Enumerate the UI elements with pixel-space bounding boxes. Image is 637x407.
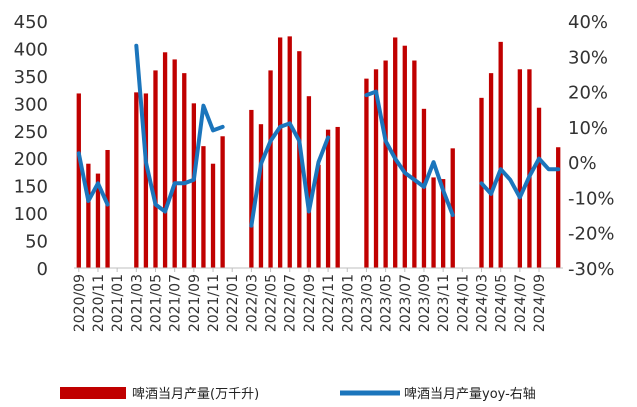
x-axis-tick-label: 2021/03 — [129, 274, 145, 332]
bar — [488, 73, 494, 268]
x-axis-tick-label: 2023/11 — [436, 274, 452, 332]
x-axis-tick-label: 2021/11 — [206, 274, 222, 332]
bar — [201, 146, 206, 268]
x-axis-tick-label: 2023/07 — [398, 274, 414, 332]
bar — [105, 149, 110, 268]
x-axis-tick-label: 2024/09 — [532, 274, 548, 332]
bar — [556, 147, 561, 268]
x-axis-tick-label: 2021/09 — [187, 274, 203, 332]
bar — [412, 60, 417, 268]
left-axis-tick-label: 250 — [14, 122, 48, 143]
bar — [440, 179, 446, 268]
bar — [162, 52, 168, 268]
x-axis-tick-label: 2023/01 — [340, 274, 356, 332]
bar — [249, 109, 254, 268]
x-axis-tick-label: 2021/05 — [149, 274, 165, 332]
left-axis-tick-label: 400 — [14, 39, 48, 60]
x-axis-tick-label: 2024/05 — [494, 274, 510, 332]
x-axis-tick-label: 2024/01 — [455, 274, 471, 332]
left-axis-tick-label: 100 — [14, 204, 48, 225]
yoy-line — [76, 151, 110, 207]
bar — [536, 107, 542, 268]
bar — [134, 92, 139, 268]
legend-bar-swatch — [60, 387, 126, 399]
bar — [450, 148, 455, 268]
right-axis-tick-label: 40% — [568, 12, 608, 33]
bar — [527, 69, 532, 268]
legend-bar-label: 啤酒当月产量(万千升) — [132, 387, 259, 402]
line-layer — [76, 43, 561, 228]
bar — [498, 41, 503, 268]
bar — [153, 70, 158, 269]
bar — [373, 69, 379, 268]
bar — [172, 59, 177, 268]
x-axis-tick-label: 2022/09 — [302, 274, 318, 332]
bar — [210, 163, 216, 268]
right-axis-tick-label: -30% — [568, 259, 615, 280]
right-axis-tick-label: 20% — [568, 83, 608, 104]
right-axis-tick-label: -10% — [568, 188, 615, 209]
yoy-line — [134, 43, 225, 214]
bar — [182, 73, 187, 268]
yoy-line — [249, 121, 331, 228]
x-axis-tick-label: 2022/11 — [321, 274, 337, 332]
left-axis-tick-label: 200 — [14, 149, 48, 170]
x-axis-tick-label: 2020/11 — [91, 274, 107, 332]
bar — [517, 69, 523, 268]
bar — [364, 78, 369, 268]
bar — [76, 93, 81, 268]
bar — [393, 37, 398, 268]
right-axis-tick-label: 10% — [568, 118, 608, 139]
legend-line-label: 啤酒当月产量yoy-右轴 — [404, 387, 536, 402]
x-axis-tick-label: 2022/01 — [225, 274, 241, 332]
bar — [402, 45, 407, 269]
bar — [258, 124, 264, 268]
x-axis-tick-label: 2023/03 — [359, 274, 375, 332]
x-axis-tick-label: 2024/03 — [475, 274, 491, 332]
bar — [268, 70, 273, 269]
yoy-line — [479, 156, 561, 200]
bar — [325, 129, 331, 268]
bar — [277, 37, 283, 268]
bar — [95, 173, 101, 268]
bars-layer — [76, 36, 561, 269]
bar — [191, 103, 197, 268]
left-axis-tick-label: 350 — [14, 67, 48, 88]
legend: 啤酒当月产量(万千升) 啤酒当月产量yoy-右轴 — [60, 387, 536, 402]
bar — [220, 136, 225, 268]
bar — [383, 60, 388, 268]
left-axis-tick-label: 0 — [37, 259, 48, 280]
right-axis-tick-label: 0% — [568, 153, 597, 174]
x-axis-tick-label: 2022/07 — [283, 274, 299, 332]
bar — [287, 36, 292, 269]
left-axis-tick-label: 50 — [25, 232, 48, 253]
right-axis-tick-label: -20% — [568, 224, 615, 245]
left-axis-tick-label: 450 — [14, 12, 48, 33]
x-axis-tick-label: 2022/03 — [244, 274, 260, 332]
x-axis-tick-label: 2022/05 — [264, 274, 280, 332]
x-axis-tick-label: 2021/07 — [168, 274, 184, 332]
bar — [316, 164, 321, 268]
x-axis-tick-label: 2023/05 — [379, 274, 395, 332]
left-axis-tick-label: 150 — [14, 177, 48, 198]
bar — [297, 51, 302, 268]
axes-layer: 0 50 100 150 200 250 300 350 400 450 -30% -20% -10% 0… — [14, 12, 615, 332]
bar — [335, 126, 340, 268]
bar — [306, 96, 312, 268]
bar — [143, 93, 149, 268]
x-axis-tick-label: 2020/09 — [72, 274, 88, 332]
left-axis-tick-label: 300 — [14, 94, 48, 115]
x-axis-tick-label: 2021/01 — [110, 274, 126, 332]
x-axis-tick-label: 2024/07 — [513, 274, 529, 332]
bar — [86, 163, 91, 268]
yoy-line — [364, 89, 455, 218]
bar — [431, 177, 436, 268]
x-axis-tick-label: 2023/09 — [417, 274, 433, 332]
right-axis-tick-label: 30% — [568, 47, 608, 68]
